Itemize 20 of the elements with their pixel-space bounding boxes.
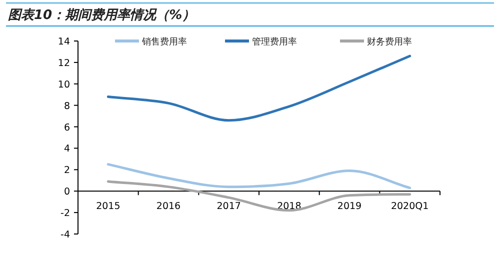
y-tick-label: 6 <box>64 122 70 134</box>
x-tick-label: 2017 <box>216 201 241 212</box>
x-tick-label: 2016 <box>156 201 181 212</box>
chart-title: 图表10：期间费用率情况（%） <box>8 7 196 23</box>
y-tick-label: -4 <box>60 230 70 240</box>
y-tick-label: 12 <box>58 58 70 69</box>
y-tick-label: 4 <box>64 144 70 155</box>
x-tick-label: 2015 <box>96 201 120 212</box>
y-tick-label: 14 <box>58 36 70 48</box>
x-tick-label: 2019 <box>337 201 362 212</box>
y-tick-label: 0 <box>64 186 70 198</box>
y-tick-label: 8 <box>64 100 70 112</box>
legend-label: 财务费用率 <box>367 36 412 48</box>
legend-label: 管理费用率 <box>252 36 297 48</box>
x-tick-label: 2018 <box>277 201 302 212</box>
y-tick-label: 10 <box>58 79 70 90</box>
y-tick-label: -2 <box>60 208 70 220</box>
y-tick-label: 2 <box>64 165 70 176</box>
legend-label: 销售费用率 <box>141 36 187 48</box>
x-tick-label: 2020Q1 <box>390 201 429 212</box>
